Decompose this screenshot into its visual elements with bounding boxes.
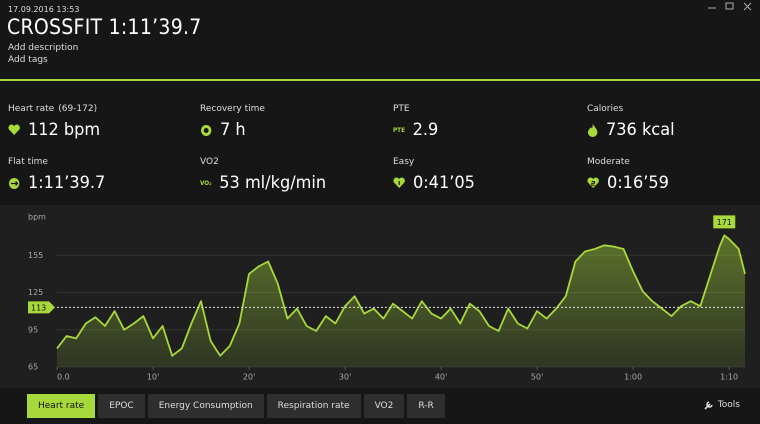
stat: PTE PTE 2.9 [393, 104, 441, 140]
close[interactable] [743, 2, 752, 11]
divider [0, 79, 760, 81]
x-tick-label: 10' [147, 373, 159, 382]
stat-label: VO2 [200, 157, 219, 167]
stat-value: 53 ml/kg/min [219, 173, 327, 193]
tab[interactable]: R-R [407, 394, 445, 418]
stat-value: 1:11’39.7 [27, 173, 106, 193]
stat: Calories 736 kcal [587, 104, 679, 140]
recovery-icon [200, 124, 212, 136]
max-flag [713, 215, 736, 229]
wrench-icon [704, 401, 713, 410]
stat-label: Recovery time [200, 104, 265, 114]
stat-label: PTE [393, 104, 410, 114]
average-flag [28, 301, 55, 314]
stat-label: Easy [393, 157, 415, 167]
x-tick-label: 40' [435, 373, 447, 382]
add-description[interactable]: Add description [8, 43, 79, 53]
vo2-icon: VO₂ [200, 179, 212, 187]
heart-rate-line [56, 234, 746, 357]
stat: Flat time 1:11’39.7 [8, 157, 110, 193]
tools-button[interactable]: Tools [704, 400, 740, 410]
stat: Moderate 0:16’59 [587, 157, 673, 193]
stat: Heart rate (69-172) 112 bpm [8, 104, 105, 140]
stat-value: 2.9 [412, 120, 439, 140]
flame-icon [587, 124, 598, 137]
title: CROSSFIT 1:11’39.7 [7, 15, 202, 39]
date: 17.09.2016 13:53 [8, 5, 80, 14]
tab-bar: Heart rate EPOC Energy Consumption Respirat… [27, 394, 445, 418]
label: Heart rate [8, 104, 55, 114]
x-tick-label: 30' [339, 373, 351, 382]
x-tick-label: 0.0 [57, 373, 70, 382]
stat-label: Flat time [8, 157, 48, 167]
max-label: 171 [717, 218, 732, 227]
y-tick-label: 65 [28, 363, 38, 372]
flat-icon [8, 177, 20, 189]
tab[interactable]: EPOC [98, 394, 145, 418]
tools-label: Tools [717, 400, 740, 410]
y-tick-label: 95 [28, 325, 38, 334]
stat-value: 0:16’59 [606, 173, 669, 193]
y-tick-label: 155 [28, 251, 43, 260]
stat: VO2 VO₂ 53 ml/kg/min [200, 157, 333, 193]
stat-value: 112 bpm [27, 120, 101, 140]
tab[interactable]: VO2 [363, 394, 405, 418]
tab[interactable]: Heart rate [27, 394, 96, 418]
x-tick-label: 50' [531, 373, 543, 382]
x-tick-label: 20' [243, 373, 255, 382]
range: (69-172) [58, 104, 98, 114]
stat-value: 0:41’05 [412, 173, 475, 193]
add-tags[interactable]: Add tags [8, 55, 48, 65]
area-fill [57, 235, 745, 367]
stat-label: Calories [587, 104, 624, 114]
stat-label: Moderate [587, 157, 630, 167]
tab[interactable]: Energy Consumption [147, 394, 264, 418]
pte-icon: PTE [393, 126, 405, 134]
x-tick-label: 1:10 [720, 373, 738, 382]
average-label: 113 [31, 303, 46, 312]
window-controls [708, 2, 752, 11]
heart-rate-chart: bpm 65 95 125 155 0.0 10' 20' 30' 40' 50' 1:00 1:10 1… [28, 213, 746, 382]
tab[interactable]: Respiration rate [266, 394, 361, 418]
stat-label: Heart rate (69-172) [8, 104, 105, 114]
stat-value: 736 kcal [606, 120, 675, 140]
easy-icon [393, 177, 405, 188]
y-axis-label: bpm [28, 213, 46, 222]
stat: Recovery time 7 h [200, 104, 265, 140]
heart-icon [8, 124, 20, 135]
moderate-icon [587, 177, 599, 188]
stat-value: 7 h [219, 120, 246, 140]
y-tick-label: 125 [28, 288, 43, 297]
maximize[interactable] [725, 2, 734, 10]
x-tick-label: 1:00 [624, 373, 642, 382]
stat: Easy 0:41’05 [393, 157, 479, 193]
